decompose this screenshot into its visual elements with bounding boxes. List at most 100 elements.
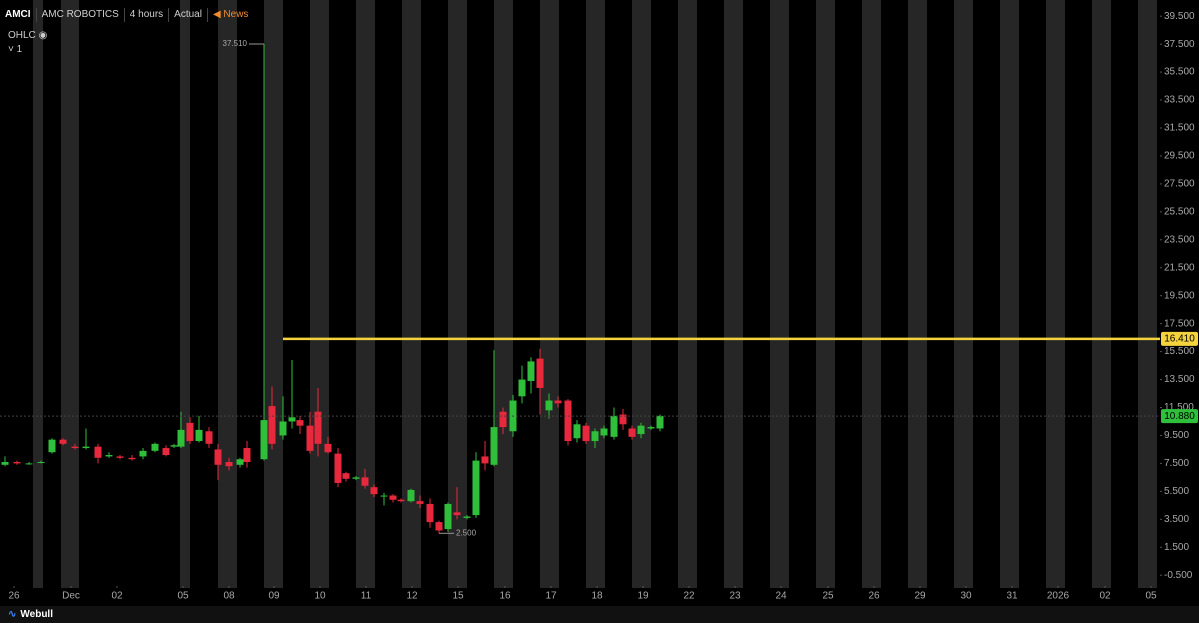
candle-body xyxy=(225,462,233,467)
candle-body xyxy=(600,428,608,436)
x-tick-label: 22 xyxy=(683,591,695,602)
x-tick-label: 23 xyxy=(729,591,741,602)
candle-body xyxy=(162,448,170,456)
candle-body xyxy=(116,456,124,458)
candle-body xyxy=(591,431,599,442)
stripe xyxy=(724,0,743,588)
candle-body xyxy=(527,361,535,381)
candle-body xyxy=(296,420,304,426)
candle-body xyxy=(268,406,276,444)
x-tick-label: 26 xyxy=(8,591,20,602)
candle-body xyxy=(279,421,287,436)
stripe xyxy=(954,0,973,588)
header: AMCI AMC ROBOTICS 4 hours Actual ◀ News xyxy=(0,8,253,22)
y-tick-label: 27.500 xyxy=(1164,179,1195,190)
stripe xyxy=(61,0,79,588)
y-tick-label: 23.500 xyxy=(1164,234,1195,245)
x-tick-label: 11 xyxy=(361,591,372,602)
x-tick-label: 10 xyxy=(314,591,326,602)
y-tick-label: 19.500 xyxy=(1164,290,1195,301)
candle-body xyxy=(82,446,90,449)
stripe xyxy=(356,0,375,588)
x-tick-label: 25 xyxy=(822,591,834,602)
news-label: News xyxy=(223,9,249,20)
mode[interactable]: Actual xyxy=(169,8,208,22)
indicator[interactable]: OHLC ◉ xyxy=(8,30,48,41)
candle-body xyxy=(444,503,452,530)
interval[interactable]: 4 hours xyxy=(125,8,170,22)
y-tick-label: -0.500 xyxy=(1164,570,1193,581)
candle-body xyxy=(334,453,342,483)
candle-body xyxy=(186,422,194,442)
y-tick-label: 9.500 xyxy=(1164,430,1189,441)
candle-body xyxy=(105,455,113,457)
y-tick-label: 35.500 xyxy=(1164,67,1195,78)
x-tick-label: 18 xyxy=(591,591,603,602)
x-tick-label: 05 xyxy=(177,591,189,602)
candle-body xyxy=(128,457,136,460)
candle-body xyxy=(306,425,314,451)
price-axis-bg xyxy=(1160,0,1199,606)
candle-body xyxy=(342,473,350,479)
pane-label: 1 xyxy=(16,44,23,55)
candle-body xyxy=(195,429,203,442)
low-label: 2.500 xyxy=(456,528,477,537)
y-tick-label: 17.500 xyxy=(1164,318,1195,329)
candle-body xyxy=(619,414,627,425)
x-tick-label: 12 xyxy=(406,591,418,602)
candle-body xyxy=(518,379,526,397)
x-tick-label: 2026 xyxy=(1047,591,1070,602)
stripe xyxy=(632,0,651,588)
x-tick-label: 16 xyxy=(499,591,511,602)
candle-body xyxy=(573,424,581,439)
candle-body xyxy=(463,516,471,518)
x-tick-label: 31 xyxy=(1006,591,1018,602)
candle-body xyxy=(205,431,213,444)
x-tick-label: 19 xyxy=(637,591,649,602)
candle-body xyxy=(151,443,159,451)
y-tick-label: 13.500 xyxy=(1164,374,1195,385)
footer: ∿ Webull xyxy=(0,606,1199,623)
candle-body xyxy=(361,477,369,486)
y-tick-label: 33.500 xyxy=(1164,95,1195,106)
candle-body xyxy=(170,445,178,447)
brand: Webull xyxy=(20,609,53,620)
candle-body xyxy=(243,448,251,463)
x-tick-label: 05 xyxy=(1145,591,1157,602)
candle-body xyxy=(214,449,222,465)
candle-body xyxy=(236,459,244,465)
candle-body xyxy=(416,501,424,504)
stripe xyxy=(678,0,697,588)
candle-body xyxy=(314,411,322,444)
candle-body xyxy=(59,439,67,444)
stripe xyxy=(402,0,421,588)
candle-body xyxy=(25,463,33,465)
candle-body xyxy=(139,450,147,457)
x-tick-label: 26 xyxy=(868,591,880,602)
news[interactable]: ◀ News xyxy=(212,9,249,20)
stripe xyxy=(908,0,927,588)
level-box xyxy=(1161,331,1198,346)
candle-body xyxy=(647,427,655,429)
high-label: 37.510 xyxy=(223,39,248,48)
indicator-label: OHLC xyxy=(8,30,36,41)
candle-body xyxy=(656,415,664,429)
pane[interactable]: ˅ 1 xyxy=(8,44,23,55)
candle-body xyxy=(499,411,507,428)
candle-body xyxy=(610,415,618,437)
x-tick-label: 08 xyxy=(223,591,235,602)
x-tick-label: 02 xyxy=(1099,591,1111,602)
candle-body xyxy=(453,512,461,516)
candle-body xyxy=(435,522,443,531)
candle-body xyxy=(554,400,562,404)
candle-body xyxy=(564,400,572,442)
stripe xyxy=(1000,0,1019,588)
candle-body xyxy=(426,503,434,523)
y-tick-label: 5.500 xyxy=(1164,486,1189,497)
y-tick-label: 37.500 xyxy=(1164,39,1195,50)
stripe xyxy=(218,0,237,588)
x-tick-label: 09 xyxy=(268,591,280,602)
symbol[interactable]: AMCI xyxy=(0,8,37,22)
stripe xyxy=(1138,0,1157,588)
candle-body xyxy=(407,489,415,502)
